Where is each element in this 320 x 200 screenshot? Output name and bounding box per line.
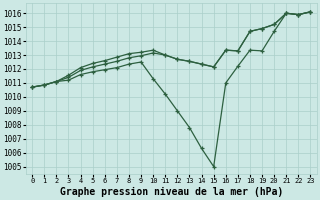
X-axis label: Graphe pression niveau de la mer (hPa): Graphe pression niveau de la mer (hPa): [60, 186, 283, 197]
